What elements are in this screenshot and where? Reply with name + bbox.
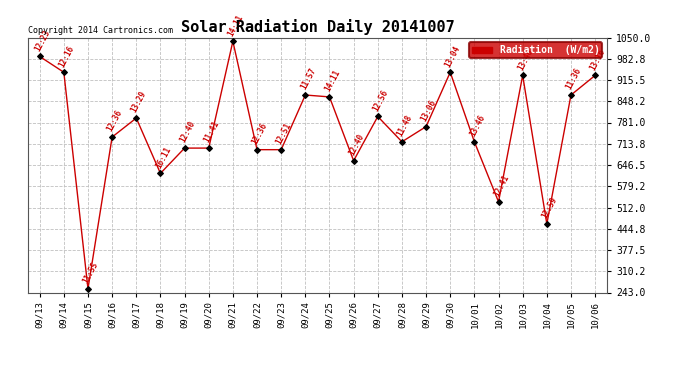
- Text: 12:51: 12:51: [275, 121, 293, 146]
- Title: Solar Radiation Daily 20141007: Solar Radiation Daily 20141007: [181, 19, 454, 35]
- Point: [106, 134, 117, 140]
- Point: [444, 69, 455, 75]
- Text: 12:23: 12:23: [33, 28, 52, 53]
- Point: [251, 147, 262, 153]
- Text: 12:41: 12:41: [492, 173, 511, 198]
- Point: [203, 145, 214, 151]
- Point: [324, 94, 335, 100]
- Point: [155, 170, 166, 176]
- Point: [299, 92, 310, 98]
- Point: [34, 54, 46, 60]
- Point: [396, 139, 407, 145]
- Point: [276, 147, 287, 153]
- Point: [589, 72, 600, 78]
- Text: 13:29: 13:29: [130, 90, 148, 114]
- Text: 13:06: 13:06: [420, 98, 438, 123]
- Point: [58, 69, 69, 75]
- Text: 14:11: 14:11: [226, 13, 245, 38]
- Point: [130, 115, 142, 121]
- Text: 12:40: 12:40: [178, 120, 197, 144]
- Text: 12:16: 12:16: [57, 44, 76, 69]
- Text: 12:59: 12:59: [540, 195, 559, 220]
- Text: 12:40: 12:40: [347, 132, 366, 157]
- Text: 13:46: 13:46: [516, 47, 535, 72]
- Point: [420, 124, 432, 130]
- Point: [228, 38, 239, 44]
- Text: 12:36: 12:36: [250, 121, 269, 146]
- Point: [348, 158, 359, 164]
- Text: 12:56: 12:56: [371, 88, 390, 113]
- Point: [373, 114, 384, 120]
- Text: 11:48: 11:48: [395, 113, 414, 138]
- Text: 13:04: 13:04: [444, 44, 462, 69]
- Point: [83, 286, 94, 292]
- Text: 13:16: 13:16: [589, 47, 607, 72]
- Text: 11:55: 11:55: [81, 260, 100, 285]
- Text: 13:46: 13:46: [468, 113, 486, 138]
- Point: [493, 199, 504, 205]
- Text: 12:36: 12:36: [106, 109, 124, 133]
- Point: [469, 139, 480, 145]
- Point: [179, 145, 190, 151]
- Legend: Radiation  (W/m2): Radiation (W/m2): [469, 42, 602, 58]
- Text: 11:57: 11:57: [299, 67, 317, 91]
- Text: 11:36: 11:36: [564, 67, 583, 91]
- Point: [565, 92, 576, 98]
- Text: 14:11: 14:11: [323, 69, 342, 93]
- Text: 11:41: 11:41: [202, 120, 221, 144]
- Point: [541, 221, 552, 227]
- Point: [518, 72, 529, 78]
- Text: 16:11: 16:11: [154, 145, 172, 170]
- Text: Copyright 2014 Cartronics.com: Copyright 2014 Cartronics.com: [28, 26, 172, 35]
